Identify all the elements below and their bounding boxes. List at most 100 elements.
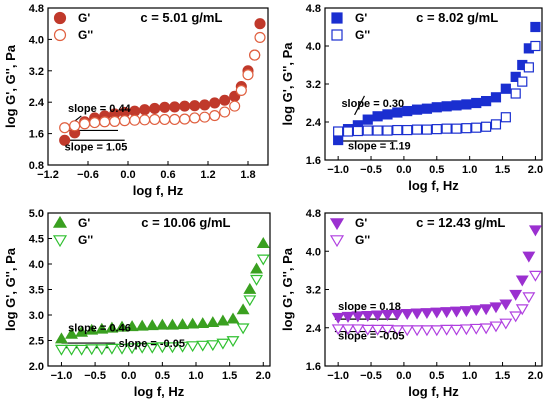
data-point — [361, 310, 375, 322]
series-g-prime — [331, 225, 542, 324]
data-point — [176, 318, 189, 330]
data-point — [392, 107, 403, 118]
data-point — [352, 125, 363, 137]
legend-marker — [53, 11, 67, 25]
y-tick-label: 2.4 — [29, 97, 45, 109]
data-point — [410, 308, 424, 320]
data-point — [69, 120, 81, 132]
data-point — [390, 309, 404, 321]
data-point — [236, 303, 250, 315]
x-tick-label: 0.0 — [396, 370, 411, 382]
data-point — [500, 83, 511, 94]
data-point — [372, 111, 383, 122]
data-point — [528, 270, 542, 282]
data-point — [109, 115, 121, 127]
data-point — [89, 117, 101, 129]
data-point — [226, 336, 240, 348]
data-point — [351, 324, 365, 336]
data-point — [155, 342, 169, 354]
x-axis-label: log f, Hz — [133, 183, 184, 198]
data-point — [390, 325, 404, 337]
data-point — [85, 323, 99, 335]
data-point — [451, 100, 462, 111]
data-point — [145, 342, 159, 354]
data-point — [166, 342, 179, 354]
data-point — [159, 113, 171, 126]
chart-panel-1: −1.2 −0.6 0.0 0.6 1.2 1.8 0.8 1.6 2.4 3.2 4.0 4.8 lo… — [3, 3, 269, 198]
x-tick-label: 1.5 — [495, 370, 510, 382]
data-point — [129, 105, 141, 117]
y-tick-label: 4.0 — [29, 259, 44, 271]
data-point — [499, 299, 513, 311]
data-point — [169, 101, 181, 113]
slope-annotation: slope = -0.05 — [338, 331, 404, 343]
data-point — [55, 332, 68, 344]
legend-marker — [52, 235, 68, 248]
data-point — [216, 314, 230, 326]
y-tick-label: 5.0 — [29, 208, 44, 220]
y-tick-label: 4.8 — [306, 208, 321, 220]
data-point — [410, 325, 424, 337]
data-point — [59, 134, 71, 146]
chart-title: c = 10.06 g/mL — [141, 215, 230, 230]
y-tick-label: 2.4 — [306, 117, 322, 129]
data-point — [400, 309, 414, 320]
y-tick-label: 1.6 — [29, 129, 44, 141]
data-point — [256, 254, 270, 266]
x-tick-label: 2.0 — [528, 164, 543, 176]
chart-panel-3: −1.0 −0.5 0.0 0.5 1.0 1.5 2.0 2.0 2.5 3.0 3.5 4.0 4.… — [3, 208, 271, 399]
data-point — [341, 311, 355, 323]
data-point — [75, 325, 89, 337]
data-point — [155, 318, 169, 330]
data-point — [105, 343, 119, 355]
series-g-double-prime — [59, 31, 266, 134]
slope-annotation: slope = 0.46 — [68, 322, 131, 334]
slope-annotation: slope = 0.18 — [338, 301, 401, 313]
data-point — [149, 113, 161, 126]
data-point — [219, 106, 231, 118]
data-point — [351, 311, 365, 323]
x-tick-label: 1.8 — [240, 169, 255, 181]
data-point — [459, 324, 473, 336]
data-point — [362, 125, 373, 136]
data-point — [65, 327, 78, 339]
y-tick-label: 2.0 — [29, 361, 44, 373]
data-point — [179, 100, 191, 112]
data-point — [469, 305, 483, 317]
legend-marker — [53, 28, 67, 42]
data-point — [421, 124, 433, 135]
data-point — [79, 118, 91, 130]
legend-label: G'' — [355, 233, 370, 247]
data-point — [490, 92, 502, 103]
data-point — [420, 308, 434, 320]
data-point — [402, 124, 413, 136]
data-point — [254, 31, 266, 43]
data-point — [209, 97, 221, 109]
data-point — [342, 126, 354, 137]
data-point — [530, 21, 541, 33]
data-point — [372, 125, 383, 136]
x-tick-label: −0.5 — [84, 370, 106, 382]
series-g-prime — [55, 237, 270, 344]
data-point — [129, 114, 141, 126]
y-tick-label: 3.2 — [306, 79, 321, 91]
x-tick-label: 1.0 — [462, 164, 477, 176]
data-point — [236, 323, 250, 335]
data-point — [499, 318, 513, 330]
data-point — [341, 324, 355, 336]
data-point — [166, 318, 179, 330]
data-point — [243, 295, 257, 307]
chart-title: c = 5.01 g/mL — [140, 10, 222, 25]
data-point — [440, 324, 454, 336]
chart-title: c = 12.43 g/mL — [416, 215, 505, 230]
data-point — [382, 125, 393, 136]
data-point — [382, 109, 393, 120]
data-point — [450, 306, 463, 318]
data-point — [441, 101, 452, 112]
data-point — [186, 341, 200, 353]
legend-marker — [329, 235, 345, 248]
data-point — [510, 88, 521, 99]
legend-marker — [331, 12, 343, 24]
data-point — [451, 123, 462, 134]
data-point — [481, 121, 492, 132]
